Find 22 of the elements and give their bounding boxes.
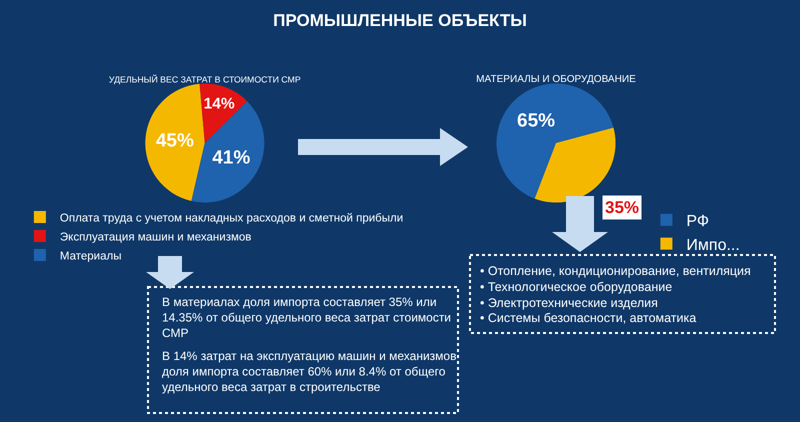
text: • Отопление, кондиционирование, вентиляция (480, 264, 751, 278)
pie-slice (534, 128, 616, 203)
pie-slice (145, 84, 205, 202)
text: 35% (605, 198, 640, 217)
data-label: 65% (517, 110, 556, 132)
text: В материалах доля импорта составляет 35% или 14.35% от общего удельного веса затрат стоимости СМР (162, 295, 452, 340)
legend-label: Материалы (60, 250, 122, 263)
legend-label: Оплата труда с учетом накладных расходов и сметной прибыли (60, 212, 404, 225)
chart-title: МАТЕРИАЛЫ И ОБОРУДОВАНИЕ (476, 74, 636, 86)
text: В 14% затрат на эксплуатацию машин и механизмов доля импорта составляет 60% или 8.4% от общего удельного веса затрат в строительстве (162, 349, 456, 394)
text: • Электротехнические изделия (480, 296, 658, 310)
chart-title: ПРОМЫШЛЕННЫЕ ОБЪЕКТЫ (273, 10, 527, 30)
data-label: 45% (156, 130, 194, 152)
text: • Системы безопасности, автоматика (480, 311, 696, 325)
chart-subtitle: УДЕЛЬНЫЙ ВЕС ЗАТРАТ В СТОИМОСТИ СМР (108, 74, 301, 84)
pie-slice (496, 84, 614, 199)
data-label: 14% (204, 95, 235, 112)
data-label: 41% (212, 147, 250, 168)
legend-label: Эксплуатация машин и механизмов (60, 232, 252, 244)
text: • Технологическое оборудование (480, 280, 672, 294)
legend-label: Импо... (686, 236, 740, 254)
legend-label: РФ (686, 213, 710, 230)
